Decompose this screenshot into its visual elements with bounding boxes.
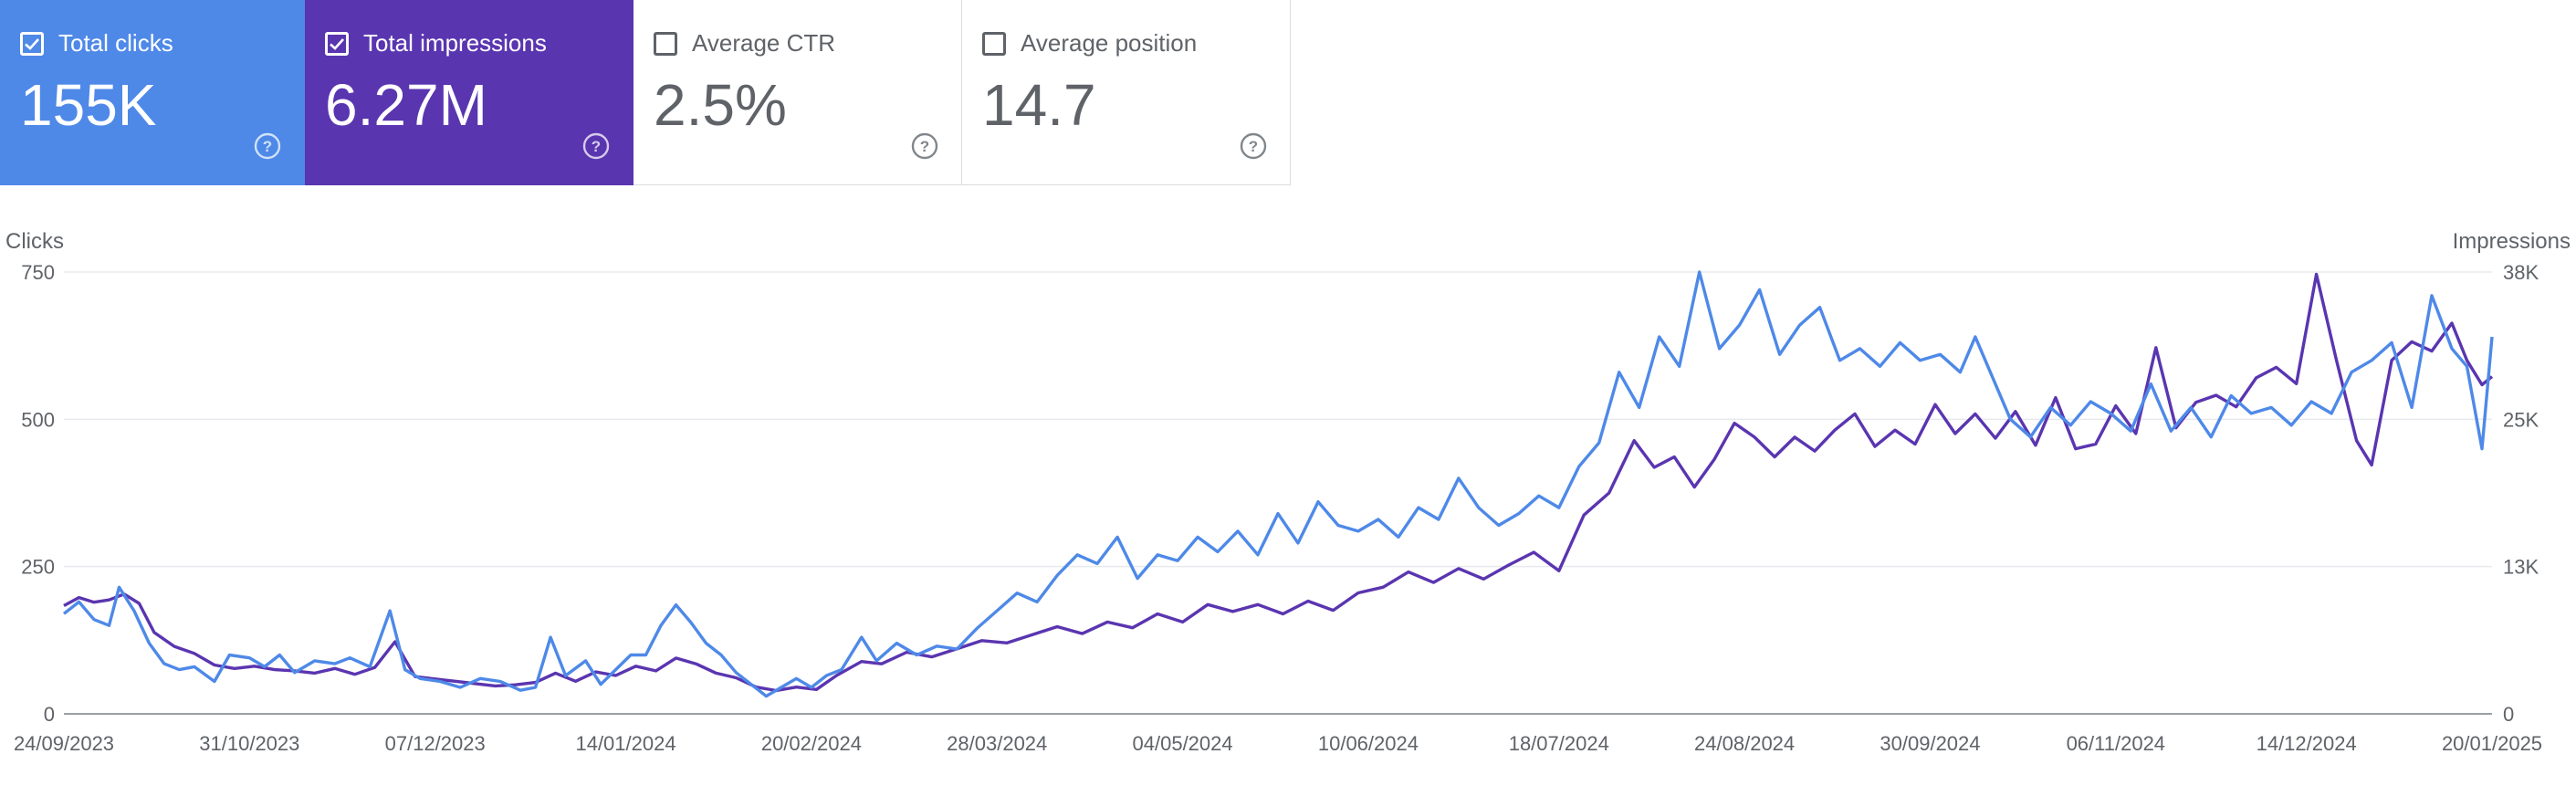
- metric-value: 14.7: [982, 72, 1096, 138]
- checkbox-unchecked-icon[interactable]: [982, 31, 1006, 56]
- x-tick-label: 18/07/2024: [1509, 732, 1609, 755]
- y-tick-label: 0: [44, 703, 55, 726]
- help-icon[interactable]: ?: [1239, 131, 1268, 161]
- x-tick-label: 31/10/2023: [199, 732, 299, 755]
- y-axis-right-title: Impressions: [2453, 229, 2571, 254]
- metric-card-total-impressions[interactable]: Total impressions 6.27M ?: [305, 0, 634, 185]
- y-tick-label: 500: [21, 408, 55, 431]
- checkbox-checked-icon[interactable]: [325, 31, 349, 56]
- metric-label: Total clicks: [58, 29, 173, 57]
- metric-card-average-ctr[interactable]: Average CTR 2.5% ?: [634, 0, 962, 185]
- help-icon[interactable]: ?: [910, 131, 939, 161]
- x-tick-label: 06/11/2024: [2067, 732, 2165, 755]
- y-axis-left: 0 250 500 750: [21, 261, 55, 726]
- checkbox-checked-icon[interactable]: [20, 31, 44, 56]
- x-tick-label: 20/01/2025: [2442, 732, 2542, 755]
- x-tick-label: 14/01/2024: [575, 732, 675, 755]
- x-tick-label: 30/09/2024: [1880, 732, 1980, 755]
- metric-label: Total impressions: [363, 29, 547, 57]
- series-lines: [62, 270, 2494, 698]
- x-tick-label: 20/02/2024: [761, 732, 862, 755]
- chart-grid: [64, 271, 2492, 715]
- y-tick-label: 25K: [2503, 408, 2539, 431]
- y-tick-label: 0: [2503, 703, 2514, 726]
- x-tick-label: 28/03/2024: [947, 732, 1047, 755]
- y-tick-label: 38K: [2503, 261, 2539, 284]
- series-line-clicks: [62, 270, 2494, 698]
- performance-chart[interactable]: Clicks Impressions 0 250 500 750 0 13K 25K 38K…: [0, 219, 2576, 796]
- svg-text:?: ?: [592, 138, 601, 155]
- help-icon[interactable]: ?: [581, 131, 611, 161]
- svg-text:?: ?: [920, 138, 929, 155]
- metric-card-average-position[interactable]: Average position 14.7 ?: [962, 0, 1291, 185]
- metric-value: 155K: [20, 72, 157, 138]
- y-tick-label: 750: [21, 261, 55, 284]
- y-tick-label: 250: [21, 556, 55, 579]
- metric-value: 6.27M: [325, 72, 487, 138]
- x-tick-label: 24/08/2024: [1694, 732, 1795, 755]
- help-icon[interactable]: ?: [253, 131, 282, 161]
- series-line-impressions: [63, 272, 2494, 693]
- metric-card-total-clicks[interactable]: Total clicks 155K ?: [0, 0, 305, 185]
- y-axis-right: 0 13K 25K 38K: [2503, 261, 2539, 726]
- x-tick-label: 07/12/2023: [385, 732, 486, 755]
- metric-label: Average CTR: [692, 29, 836, 57]
- y-tick-label: 13K: [2503, 556, 2539, 579]
- x-tick-label: 10/06/2024: [1318, 732, 1419, 755]
- y-axis-left-title: Clicks: [5, 229, 64, 254]
- metric-value: 2.5%: [654, 72, 787, 138]
- metric-cards: Total clicks 155K ? Total impressions 6.…: [0, 0, 1291, 185]
- x-tick-label: 04/05/2024: [1133, 732, 1233, 755]
- svg-text:?: ?: [1249, 138, 1258, 155]
- x-axis: 24/09/2023 31/10/2023 07/12/2023 14/01/2024…: [14, 732, 2542, 755]
- svg-text:?: ?: [263, 138, 272, 155]
- x-tick-label: 14/12/2024: [2257, 732, 2357, 755]
- metric-label: Average position: [1021, 29, 1198, 57]
- checkbox-unchecked-icon[interactable]: [654, 31, 677, 56]
- x-tick-label: 24/09/2023: [14, 732, 114, 755]
